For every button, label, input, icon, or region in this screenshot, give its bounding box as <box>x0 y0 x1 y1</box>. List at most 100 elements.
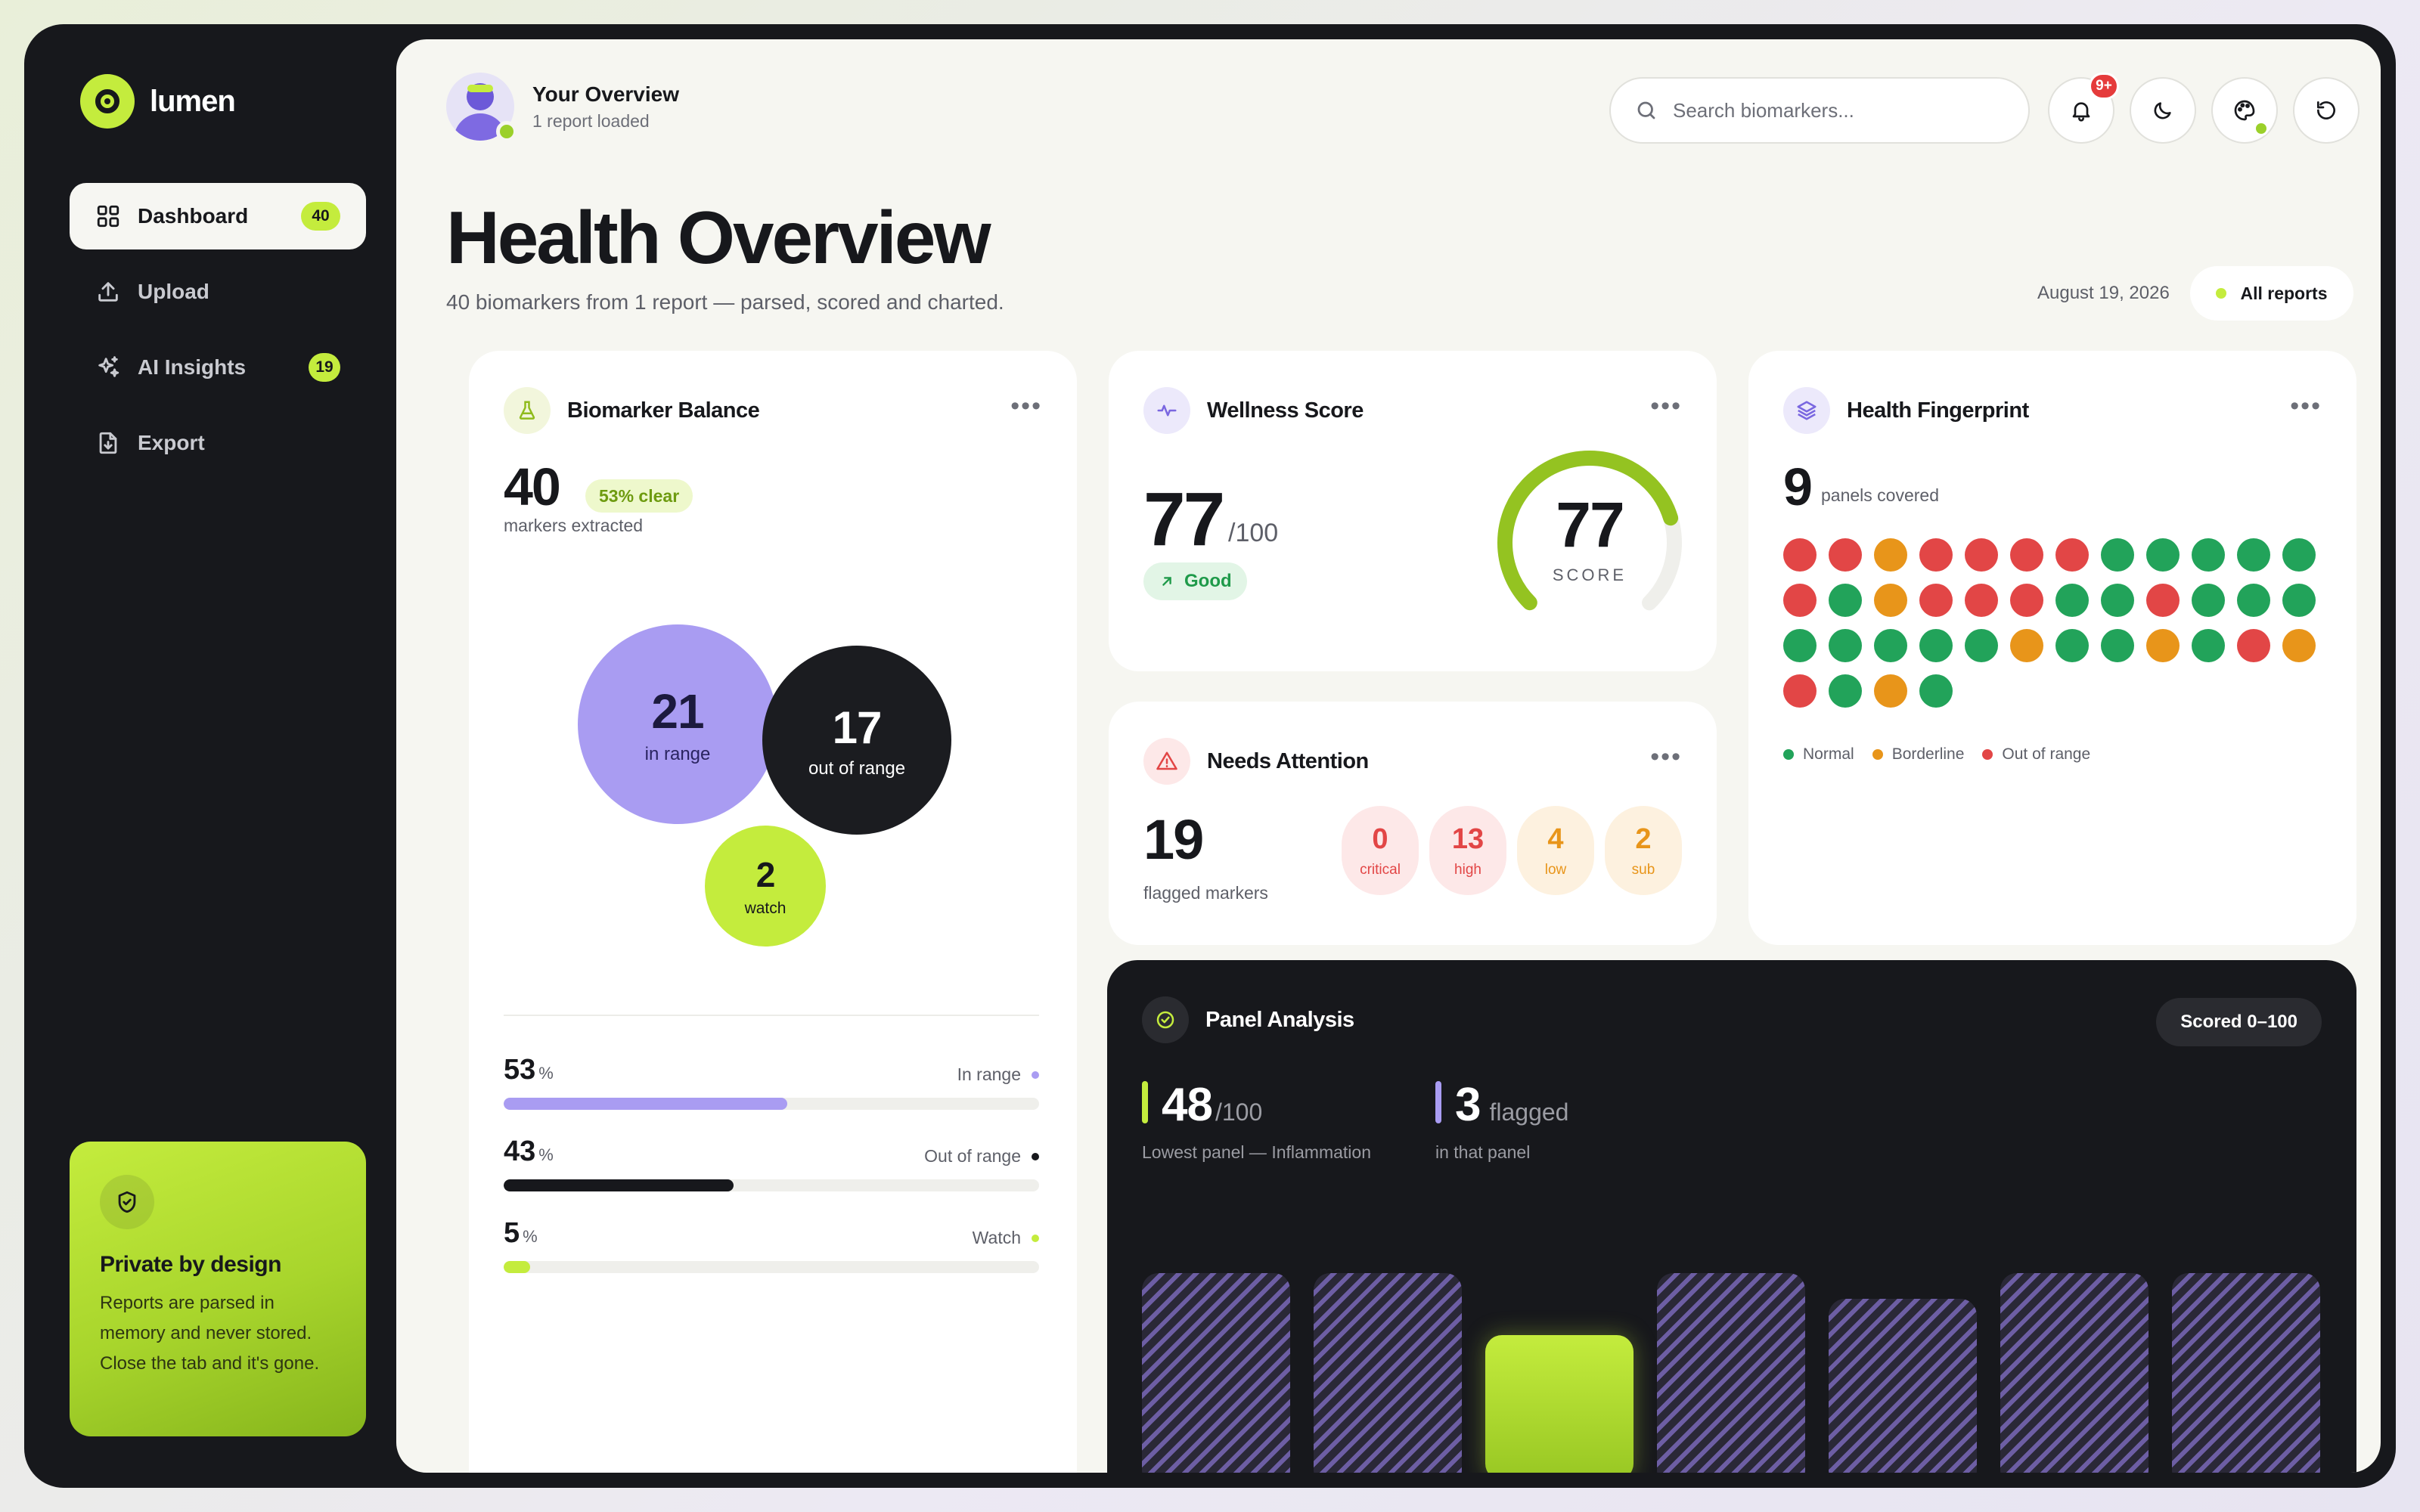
card-title: Health Fingerprint <box>1847 398 2029 423</box>
page-subtitle: 40 biomarkers from 1 report — parsed, sc… <box>446 290 1004 314</box>
biomarker-balance-card: Biomarker Balance ••• 40 53% clear marke… <box>469 351 1077 1473</box>
stat-percent: 5% <box>504 1217 538 1249</box>
watch-bubble[interactable]: 2 watch <box>705 826 826 947</box>
fingerprint-dot-normal[interactable] <box>1783 629 1817 662</box>
fingerprint-dot-out[interactable] <box>1783 674 1817 708</box>
chip-low[interactable]: 4 low <box>1517 806 1594 895</box>
user-overview[interactable]: Your Overview 1 report loaded <box>446 73 679 142</box>
panel-bar[interactable] <box>1485 1335 1634 1473</box>
out-of-range-count: 17 <box>832 702 883 753</box>
fingerprint-dot-normal[interactable] <box>2101 584 2134 617</box>
fingerprint-dot-normal[interactable] <box>1829 584 1862 617</box>
panel-bar[interactable] <box>1657 1273 1805 1473</box>
sidebar-item-upload[interactable]: Upload <box>70 259 366 325</box>
fingerprint-dot-normal[interactable] <box>2192 629 2225 662</box>
fingerprint-dot-out[interactable] <box>2010 584 2043 617</box>
privacy-title: Private by design <box>100 1252 281 1277</box>
fingerprint-dot-out[interactable] <box>2010 538 2043 572</box>
fingerprint-dot-normal[interactable] <box>2237 584 2270 617</box>
bell-icon <box>2072 102 2090 122</box>
panel-bar[interactable] <box>1829 1299 1977 1473</box>
page-title: Health Overview <box>446 196 991 279</box>
fingerprint-dot-out[interactable] <box>1783 538 1817 572</box>
scale-pill[interactable]: Scored 0–100 <box>2156 998 2322 1046</box>
fingerprint-dot-borderline[interactable] <box>1874 584 1907 617</box>
fingerprint-dot-normal[interactable] <box>1919 674 1953 708</box>
panel-bar-chart <box>1142 1229 2322 1473</box>
sidebar-item-ai-insights[interactable]: AI Insights 19 <box>70 334 366 401</box>
fingerprint-dot-out[interactable] <box>1919 538 1953 572</box>
legend-dot <box>1032 1234 1039 1242</box>
fingerprint-dot-out[interactable] <box>1829 538 1862 572</box>
theme-toggle-button[interactable] <box>2130 77 2196 144</box>
fingerprint-dot-normal[interactable] <box>2101 629 2134 662</box>
fingerprint-dot-normal[interactable] <box>1919 629 1953 662</box>
fingerprint-dot-normal[interactable] <box>2101 538 2134 572</box>
fingerprint-dot-normal[interactable] <box>1874 629 1907 662</box>
fingerprint-dot-normal[interactable] <box>1829 629 1862 662</box>
chip-critical[interactable]: 0 critical <box>1342 806 1419 895</box>
fingerprint-dot-borderline[interactable] <box>1874 538 1907 572</box>
palette-button[interactable] <box>2211 77 2278 144</box>
fingerprint-dot-out[interactable] <box>1965 584 1998 617</box>
sidebar-item-dashboard[interactable]: Dashboard 40 <box>70 183 366 249</box>
sidebar-item-label: Export <box>138 431 205 454</box>
chip-high[interactable]: 13 high <box>1429 806 1506 895</box>
privacy-card: Private by design Reports are parsed in … <box>70 1142 366 1436</box>
upload-icon <box>95 279 121 305</box>
logo[interactable]: lumen <box>80 74 236 129</box>
fingerprint-dot-out[interactable] <box>2146 584 2180 617</box>
panel-bar[interactable] <box>2172 1273 2320 1473</box>
sidebar-item-export[interactable]: Export <box>70 410 366 476</box>
search-input[interactable]: Search biomarkers... <box>1609 77 2030 144</box>
fingerprint-dot-out[interactable] <box>2055 538 2089 572</box>
fingerprint-dot-normal[interactable] <box>2055 584 2089 617</box>
panel-bar[interactable] <box>1142 1273 1290 1473</box>
fingerprint-dot-normal[interactable] <box>2146 538 2180 572</box>
severity-chips: 0 critical 13 high 4 low 2 sub <box>1342 806 1692 895</box>
health-fingerprint-card: Health Fingerprint ••• 9 panels covered … <box>1748 351 2356 945</box>
fingerprint-dot-borderline[interactable] <box>1874 674 1907 708</box>
fingerprint-dot-normal[interactable] <box>1965 629 1998 662</box>
more-menu-button[interactable]: ••• <box>1650 742 1682 771</box>
gauge-arc <box>1497 451 1682 635</box>
fingerprint-dot-normal[interactable] <box>2282 538 2316 572</box>
fingerprint-dot-out[interactable] <box>1919 584 1953 617</box>
pulse-icon <box>1143 387 1190 434</box>
in-range-bubble[interactable]: 21 in range <box>578 624 777 824</box>
out-of-range-bubble[interactable]: 17 out of range <box>762 646 951 835</box>
more-menu-button[interactable]: ••• <box>1010 392 1042 420</box>
fingerprint-dot-normal[interactable] <box>1829 674 1862 708</box>
report-date: August 19, 2026 <box>2037 283 2170 303</box>
more-menu-button[interactable]: ••• <box>1650 392 1682 420</box>
fingerprint-dot-normal[interactable] <box>2055 629 2089 662</box>
legend-borderline: Borderline <box>1891 745 1965 763</box>
fingerprint-dot-normal[interactable] <box>2282 584 2316 617</box>
chip-sub[interactable]: 2 sub <box>1605 806 1682 895</box>
fingerprint-dot-normal[interactable] <box>2192 584 2225 617</box>
warning-icon <box>1143 738 1190 785</box>
fingerprint-dot-out[interactable] <box>1783 584 1817 617</box>
notifications-button[interactable]: 9+ <box>2048 73 2119 144</box>
fingerprint-dot-borderline[interactable] <box>2282 629 2316 662</box>
fingerprint-dot-borderline[interactable] <box>2146 629 2180 662</box>
fingerprint-dot-borderline[interactable] <box>2010 629 2043 662</box>
panel-bar[interactable] <box>2000 1273 2149 1473</box>
gauge-value: 77 <box>1556 489 1624 560</box>
in-range-label: in range <box>644 744 711 764</box>
wellness-score-card: Wellness Score ••• 77 /100 Good 77 SCORE <box>1109 351 1717 671</box>
out-of-range-label: out of range <box>808 758 906 779</box>
refresh-button[interactable] <box>2293 77 2360 144</box>
fingerprint-dot-out[interactable] <box>2237 629 2270 662</box>
sidebar-item-label: Upload <box>138 280 209 303</box>
main-content: Your Overview 1 report loaded Search bio… <box>396 39 2381 1473</box>
fingerprint-dot-out[interactable] <box>1965 538 1998 572</box>
fingerprint-dot-normal[interactable] <box>2192 538 2225 572</box>
panel-bar[interactable] <box>1314 1273 1462 1473</box>
reports-filter-button[interactable]: All reports <box>2190 266 2353 321</box>
more-menu-button[interactable]: ••• <box>2290 392 2322 420</box>
stat-row-out-of-range: 43% Out of range <box>504 1136 1039 1191</box>
stat-label: Out of range <box>924 1146 1021 1166</box>
fingerprint-dot-normal[interactable] <box>2237 538 2270 572</box>
refresh-icon <box>2317 101 2335 119</box>
